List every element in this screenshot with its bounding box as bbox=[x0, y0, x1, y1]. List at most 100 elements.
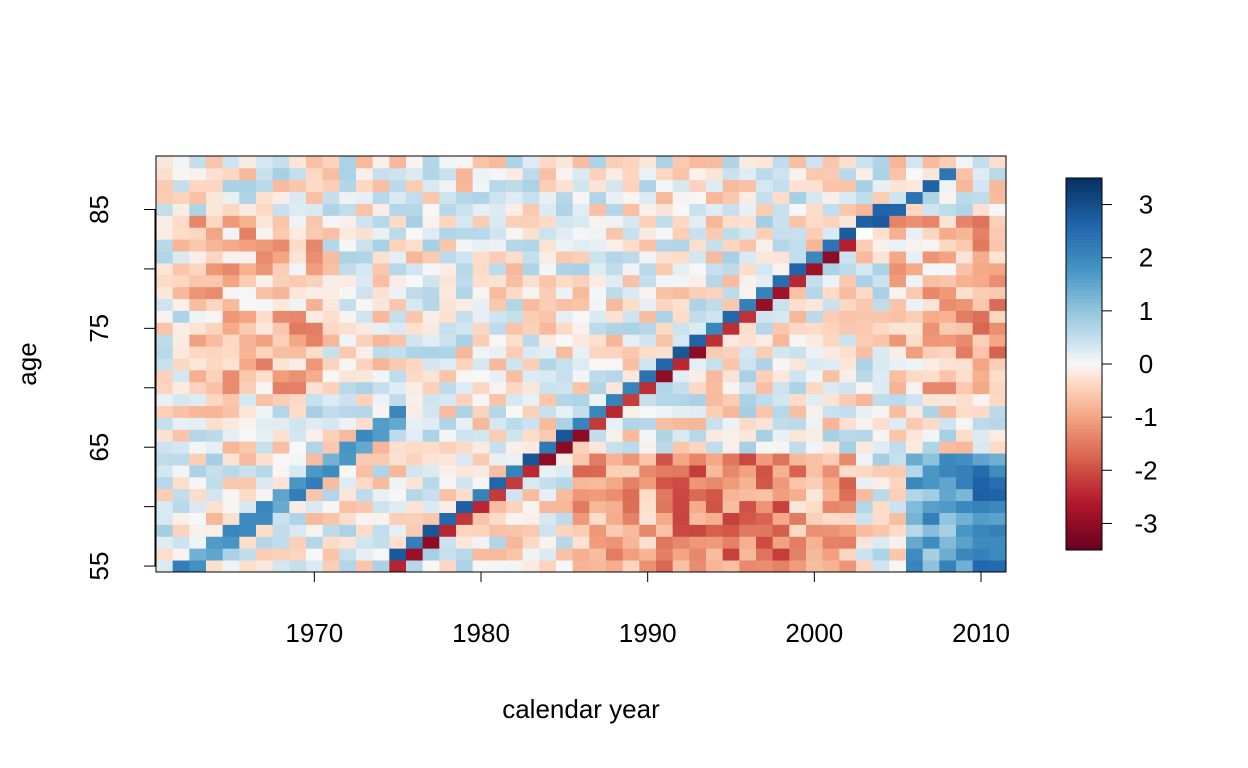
heatmap-cell bbox=[456, 417, 474, 430]
heatmap-cell bbox=[622, 262, 640, 276]
heatmap-cell bbox=[922, 381, 940, 395]
heatmap-cell bbox=[272, 476, 290, 490]
heatmap-cell bbox=[556, 262, 574, 276]
heatmap-cell bbox=[339, 429, 357, 442]
heatmap-cell bbox=[489, 429, 507, 442]
heatmap-cell bbox=[322, 156, 340, 169]
heatmap-cell bbox=[422, 476, 440, 490]
heatmap-cell bbox=[456, 215, 474, 228]
heatmap-cell bbox=[456, 203, 474, 216]
heatmap-cell bbox=[589, 191, 607, 204]
heatmap-cell bbox=[222, 524, 240, 537]
heatmap-cell bbox=[656, 251, 674, 264]
heatmap-cell bbox=[539, 227, 557, 240]
heatmap-cell bbox=[272, 262, 290, 276]
heatmap-cell bbox=[306, 191, 324, 204]
heatmap-cell bbox=[722, 156, 740, 169]
color-legend-band bbox=[1066, 515, 1102, 520]
heatmap-cell bbox=[289, 215, 307, 228]
heatmap-cell bbox=[956, 191, 974, 204]
heatmap-cell bbox=[306, 167, 324, 181]
heatmap-cell bbox=[956, 488, 974, 502]
heatmap-cell bbox=[289, 536, 307, 549]
heatmap-cell bbox=[289, 476, 307, 490]
heatmap-cell bbox=[256, 465, 274, 478]
color-legend-band bbox=[1066, 388, 1102, 393]
heatmap-cell bbox=[256, 524, 274, 537]
heatmap-cell bbox=[856, 239, 874, 252]
heatmap-cell bbox=[522, 441, 540, 454]
heatmap-cell bbox=[872, 346, 890, 359]
heatmap-cell bbox=[339, 476, 357, 490]
heatmap-cell bbox=[522, 286, 540, 300]
heatmap-cell bbox=[356, 500, 374, 513]
heatmap-cell bbox=[472, 393, 490, 406]
heatmap-cell bbox=[422, 286, 440, 300]
color-legend-band bbox=[1066, 190, 1102, 194]
heatmap-cell bbox=[522, 536, 540, 549]
heatmap-cell bbox=[722, 334, 740, 347]
x-tick-label: 1990 bbox=[619, 618, 677, 648]
heatmap-cell bbox=[189, 167, 207, 181]
heatmap-cell bbox=[906, 548, 924, 561]
heatmap-cell bbox=[339, 512, 357, 525]
heatmap-cell bbox=[456, 227, 474, 240]
heatmap-cell bbox=[672, 298, 690, 311]
heatmap-cell bbox=[189, 298, 207, 311]
heatmap-cell bbox=[822, 393, 840, 406]
heatmap-cell bbox=[522, 179, 540, 193]
heatmap-cell bbox=[939, 239, 957, 252]
heatmap-cell bbox=[239, 393, 257, 406]
heatmap-cell bbox=[489, 500, 507, 513]
heatmap-cell bbox=[606, 203, 624, 216]
heatmap-cell bbox=[339, 500, 357, 513]
heatmap-cell bbox=[756, 441, 774, 454]
heatmap-cell bbox=[289, 512, 307, 525]
heatmap-cell bbox=[956, 239, 974, 252]
heatmap-cell bbox=[989, 262, 1007, 276]
heatmap-cell bbox=[272, 500, 290, 513]
heatmap-cell bbox=[772, 346, 790, 359]
heatmap-cell bbox=[539, 476, 557, 490]
heatmap-cell bbox=[822, 560, 840, 573]
heatmap-cell bbox=[906, 465, 924, 478]
heatmap-cell bbox=[372, 274, 390, 288]
heatmap-cell bbox=[922, 524, 940, 537]
heatmap-cell bbox=[356, 227, 374, 240]
heatmap-cell bbox=[322, 298, 340, 311]
heatmap-cell bbox=[472, 322, 490, 335]
heatmap-cell bbox=[872, 215, 890, 228]
heatmap-cell bbox=[306, 536, 324, 549]
heatmap-cell bbox=[322, 429, 340, 442]
heatmap-cell bbox=[822, 262, 840, 276]
heatmap-cell bbox=[322, 465, 340, 478]
heatmap-cell bbox=[289, 358, 307, 371]
heatmap-cell bbox=[722, 191, 740, 204]
heatmap-cell bbox=[939, 334, 957, 347]
heatmap-cell bbox=[956, 560, 974, 573]
color-legend-band bbox=[1066, 267, 1102, 272]
heatmap-cell bbox=[856, 429, 874, 442]
heatmap-cell bbox=[889, 167, 907, 181]
heatmap-cell bbox=[972, 203, 990, 216]
color-legend-band bbox=[1066, 286, 1102, 291]
heatmap-cell bbox=[589, 417, 607, 430]
heatmap-cell bbox=[989, 381, 1007, 395]
heatmap-cell bbox=[589, 560, 607, 573]
heatmap-cell bbox=[839, 369, 857, 383]
heatmap-cell bbox=[839, 393, 857, 406]
heatmap-cell bbox=[939, 453, 957, 466]
color-legend-band bbox=[1066, 453, 1102, 458]
heatmap-cell bbox=[156, 167, 174, 181]
heatmap-cell bbox=[922, 405, 940, 418]
color-legend-band bbox=[1066, 401, 1102, 405]
heatmap-cell bbox=[839, 227, 857, 240]
heatmap-cell bbox=[156, 310, 174, 323]
heatmap-cell bbox=[806, 512, 824, 525]
heatmap-cell bbox=[522, 227, 540, 240]
heatmap-cell bbox=[272, 286, 290, 300]
heatmap-cell bbox=[989, 358, 1007, 371]
heatmap-cell bbox=[606, 286, 624, 300]
heatmap-cell bbox=[806, 310, 824, 323]
heatmap-cell bbox=[656, 488, 674, 502]
